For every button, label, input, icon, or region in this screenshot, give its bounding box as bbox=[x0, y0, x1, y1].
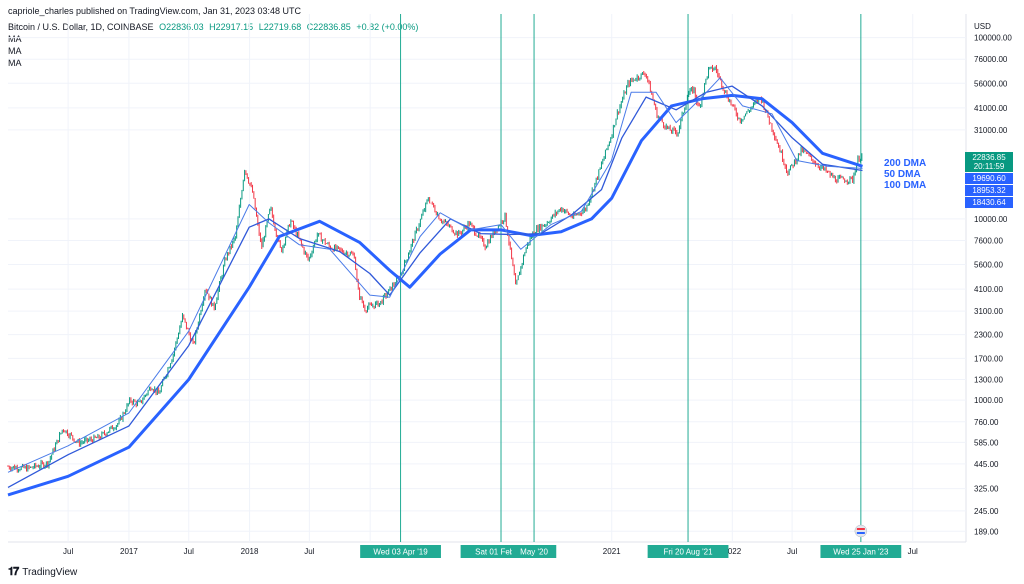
price-badge bbox=[965, 197, 1013, 208]
x-tick-label: 2022 bbox=[723, 547, 741, 556]
y-tick-label: 1000.00 bbox=[974, 396, 1003, 405]
ma-line-50-dma bbox=[7, 77, 863, 473]
y-tick-label: 7600.00 bbox=[974, 236, 1003, 245]
y-tick-label: 2300.00 bbox=[974, 331, 1003, 340]
publisher-line: capriole_charles published on TradingVie… bbox=[8, 6, 302, 16]
y-tick-label: 100000.00 bbox=[974, 34, 1012, 43]
price-badge-value: 18953.32 bbox=[972, 186, 1006, 195]
us-flag-icon-stripe bbox=[856, 528, 865, 530]
dma-label: 100 DMA bbox=[884, 180, 926, 191]
price-axis: 100000.00 76000.00 56000.00 41000.00 31000.0… bbox=[965, 34, 1013, 536]
x-tick-label: 2021 bbox=[603, 547, 621, 556]
x-tick-label: 2017 bbox=[120, 547, 138, 556]
y-tick-label: 5600.00 bbox=[974, 261, 1003, 270]
date-marker-label: Wed 03 Apr '19 bbox=[373, 548, 428, 557]
time-axis: Jul2017Jul2018Jul2020212022JulJulWed 03 … bbox=[63, 524, 918, 558]
footer-brand: TradingView bbox=[22, 567, 78, 578]
ohlc-change: +0.82 (+0.00%) bbox=[356, 22, 419, 32]
y-tick-label: 31000.00 bbox=[974, 126, 1008, 135]
x-tick-label: Jul bbox=[63, 547, 73, 556]
us-flag-icon bbox=[854, 524, 868, 538]
date-marker-badge bbox=[360, 545, 441, 558]
us-flag-icon-stripe bbox=[856, 532, 865, 534]
y-tick-label: 585.00 bbox=[974, 438, 999, 447]
y-tick-label: 325.00 bbox=[974, 485, 999, 494]
y-tick-label: 245.00 bbox=[974, 507, 999, 516]
x-tick-label: Jul bbox=[304, 547, 314, 556]
price-layer bbox=[7, 64, 863, 473]
ma-legend-3[interactable]: MA bbox=[8, 58, 22, 68]
date-marker-label: Wed 25 Jan '23 bbox=[833, 548, 889, 557]
price-badge-value: 18430.64 bbox=[972, 198, 1006, 207]
x-tick-label: Jul bbox=[908, 547, 918, 556]
price-badge-value: 19690.60 bbox=[972, 174, 1006, 183]
y-tick-label: 189.00 bbox=[974, 527, 999, 536]
symbol-legend[interactable]: Bitcoin / U.S. Dollar, 1D, COINBASE O228… bbox=[8, 22, 418, 32]
y-tick-label: 760.00 bbox=[974, 418, 999, 427]
ma-legend-2[interactable]: MA bbox=[8, 46, 22, 56]
y-tick-label: 76000.00 bbox=[974, 55, 1008, 64]
ohlc-open: O22836.03 bbox=[159, 22, 204, 32]
currency-label: USD bbox=[974, 22, 991, 31]
date-marker-badge bbox=[820, 545, 902, 558]
x-tick-label: Jul bbox=[787, 547, 797, 556]
ma-line-200-dma bbox=[7, 93, 863, 497]
y-tick-label: 445.00 bbox=[974, 460, 999, 469]
x-tick-label: Jul bbox=[184, 547, 194, 556]
y-tick-label: 1300.00 bbox=[974, 376, 1003, 385]
y-tick-label: 10000.00 bbox=[974, 215, 1008, 224]
y-tick-label: 56000.00 bbox=[974, 79, 1008, 88]
price-badge-value: 22836.85 bbox=[972, 153, 1006, 162]
date-marker-label: May '20 bbox=[520, 548, 548, 557]
ma-line-100-dma bbox=[7, 85, 863, 488]
price-badge bbox=[965, 173, 1013, 184]
ohlc-low: L22719.68 bbox=[258, 22, 302, 32]
dma-label: 50 DMA bbox=[884, 169, 921, 180]
date-marker-badge bbox=[647, 545, 729, 558]
footer[interactable]: 𝟏𝟕 TradingView bbox=[8, 566, 77, 579]
y-tick-label: 3100.00 bbox=[974, 307, 1003, 316]
y-tick-label: 4100.00 bbox=[974, 285, 1003, 294]
tradingview-logo-icon: 𝟏𝟕 bbox=[8, 566, 19, 578]
date-marker-badge bbox=[511, 545, 557, 558]
ohlc-high: H22917.15 bbox=[209, 22, 254, 32]
x-tick-label: 2018 bbox=[241, 547, 259, 556]
symbol-name: Bitcoin / U.S. Dollar, 1D, COINBASE bbox=[8, 22, 154, 32]
y-tick-label: 1700.00 bbox=[974, 354, 1003, 363]
price-badge-countdown: 20:11:59 bbox=[974, 162, 1005, 171]
date-marker-label: Fri 20 Aug '21 bbox=[663, 548, 713, 557]
ohlc-close: C22836.85 bbox=[306, 22, 351, 32]
price-badge bbox=[965, 185, 1013, 196]
date-marker-label: Sat 01 Feb '20 bbox=[475, 548, 527, 557]
dma-label: 200 DMA bbox=[884, 158, 926, 169]
price-badge bbox=[965, 152, 1013, 172]
y-tick-label: 41000.00 bbox=[974, 104, 1008, 113]
grid-layer bbox=[8, 14, 967, 543]
moving-average-layer bbox=[7, 77, 863, 497]
ma-legend-1[interactable]: MA bbox=[8, 34, 22, 44]
